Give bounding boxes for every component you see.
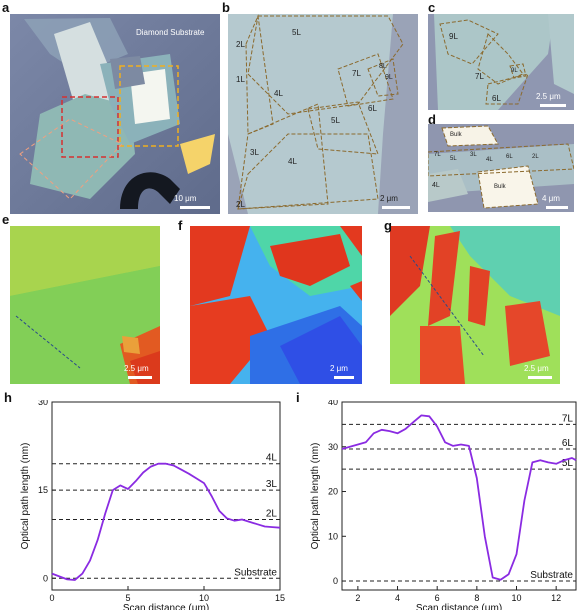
panel-b-layer-6L: 6L	[368, 104, 377, 113]
panel-b-layer-8L: 8L	[379, 63, 387, 70]
panel-g-map: 2.5 μm	[390, 226, 560, 384]
panel-b-layer-3L: 3L	[250, 148, 259, 157]
reference-label-7l: 7L	[562, 413, 574, 424]
reference-label-6l: 6L	[562, 438, 574, 449]
panel-d-scale-bar: 4 μm	[542, 194, 574, 212]
panel-d-layer-4L: 4L	[486, 157, 493, 163]
panel-b-layer-5L: 5L	[292, 28, 301, 37]
x-axis-label: Scan distance (μm)	[123, 603, 209, 610]
panel-e-image	[10, 226, 160, 384]
x-tick-label: 10	[512, 593, 522, 603]
panel-b-image	[228, 14, 418, 214]
panel-e-map: 2.5 μm	[10, 226, 160, 384]
panel-c-layer-9L: 9L	[449, 32, 458, 41]
panel-c-layer-6L: 6L	[492, 94, 501, 103]
x-tick-label: 0	[49, 593, 54, 603]
panel-label-g: g	[384, 218, 392, 233]
x-tick-label: 6	[435, 593, 440, 603]
panel-b-layer-4L-lower: 4L	[288, 157, 297, 166]
y-tick-label: 40	[328, 400, 338, 407]
panel-b-layer-7L: 7L	[352, 69, 361, 78]
panel-d-image	[428, 124, 574, 212]
panel-label-e: e	[2, 212, 10, 227]
panel-label-d: d	[428, 112, 436, 127]
panel-label-a: a	[2, 0, 10, 15]
panel-d-layer-2L: 2L	[532, 154, 539, 160]
y-axis-label: Optical path length (nm)	[310, 443, 321, 550]
plot-frame	[341, 401, 577, 591]
panel-a-substrate-label: Diamond Substrate	[136, 28, 205, 37]
panel-d-layer-3L: 3L	[470, 152, 477, 158]
panel-b-layer-4L: 4L	[274, 89, 283, 98]
panel-d-layer-7L: 7L	[434, 152, 441, 158]
chart-h: Substrate 2L 3L 4L 0 5 10 15 0 15 30 Scan distance …	[20, 400, 285, 610]
panel-c-scale-bar: 2.5 μm	[536, 92, 572, 110]
reference-label-5l: 5L	[562, 458, 574, 469]
panel-b-layer-2L-lower: 2L	[236, 200, 245, 209]
panel-d-micrograph: Bulk 7L 5L 3L 4L 6L 2L 4L Bulk 4 μm	[428, 124, 574, 212]
panel-a-micrograph: Diamond Substrate 10 μm	[10, 14, 220, 214]
panel-b-layer-2L: 2L	[236, 40, 245, 49]
reference-label-4l: 4L	[266, 453, 278, 464]
y-tick-label: 0	[43, 573, 48, 583]
panel-g-scale-bar: 2.5 μm	[524, 364, 558, 382]
panel-d-layer-6L: 6L	[506, 154, 513, 160]
y-tick-label: 30	[328, 442, 338, 452]
reference-label-substrate: Substrate	[234, 567, 277, 578]
panel-d-layer-bulk: Bulk	[450, 132, 462, 138]
x-axis-label: Scan distance (μm)	[416, 603, 502, 610]
x-tick-label: 15	[275, 593, 285, 603]
panel-a-image	[10, 14, 220, 214]
chart-i: Substrate 5L 6L 7L 2 4 6 8 10 12 0 10 20 30 40 Scan dis…	[310, 400, 577, 610]
panel-f-image	[190, 226, 362, 384]
y-tick-label: 20	[328, 487, 338, 497]
panel-b-micrograph: 5L 2L 1L 4L 7L 8L 9L 6L 5L 3L 4L 2L 2 μm	[228, 14, 418, 214]
panel-f-map: 2 μm	[190, 226, 362, 384]
y-tick-label: 15	[38, 485, 48, 495]
panel-e-scale-bar: 2.5 μm	[124, 364, 158, 382]
x-tick-label: 2	[355, 593, 360, 603]
series-line-0	[51, 462, 281, 581]
panel-label-f: f	[178, 218, 183, 233]
x-tick-label: 5	[125, 593, 130, 603]
series-line-0	[341, 414, 577, 581]
panel-a-scale-bar: 10 μm	[174, 194, 214, 212]
panel-b-layer-1L: 1L	[236, 75, 245, 84]
y-tick-label: 10	[328, 531, 338, 541]
x-tick-label: 10	[199, 593, 209, 603]
panel-c-layer-9L-small: 9L	[511, 68, 518, 74]
panel-d-layer-5L: 5L	[450, 156, 457, 162]
reference-label-2l: 2L	[266, 509, 278, 520]
panel-f-scale-bar: 2 μm	[330, 364, 360, 382]
panel-c-micrograph: 9L 9L 7L 6L 2.5 μm	[428, 14, 574, 110]
panel-c-layer-7L: 7L	[475, 72, 484, 81]
x-tick-label: 8	[474, 593, 479, 603]
y-tick-label: 30	[38, 400, 48, 407]
plot-frame	[51, 401, 281, 591]
reference-label-substrate: Substrate	[530, 570, 573, 581]
panel-b-layer-9L: 9L	[385, 74, 393, 81]
panel-d-layer-bulk-lower: Bulk	[494, 184, 506, 190]
panel-label-c: c	[428, 0, 436, 15]
y-axis-label: Optical path length (nm)	[20, 443, 31, 550]
panel-c-image	[428, 14, 574, 110]
reference-label-3l: 3L	[266, 479, 278, 490]
x-tick-label: 4	[395, 593, 400, 603]
panel-label-b: b	[222, 0, 230, 15]
x-tick-label: 12	[551, 593, 561, 603]
panel-b-scale-bar: 2 μm	[380, 194, 414, 212]
panel-b-layer-5L-lower: 5L	[331, 116, 340, 125]
panel-label-i: i	[296, 390, 300, 405]
panel-label-h: h	[4, 390, 12, 405]
panel-d-layer-4L-left: 4L	[432, 182, 440, 189]
panel-g-image	[390, 226, 560, 384]
y-tick-label: 0	[333, 576, 338, 586]
